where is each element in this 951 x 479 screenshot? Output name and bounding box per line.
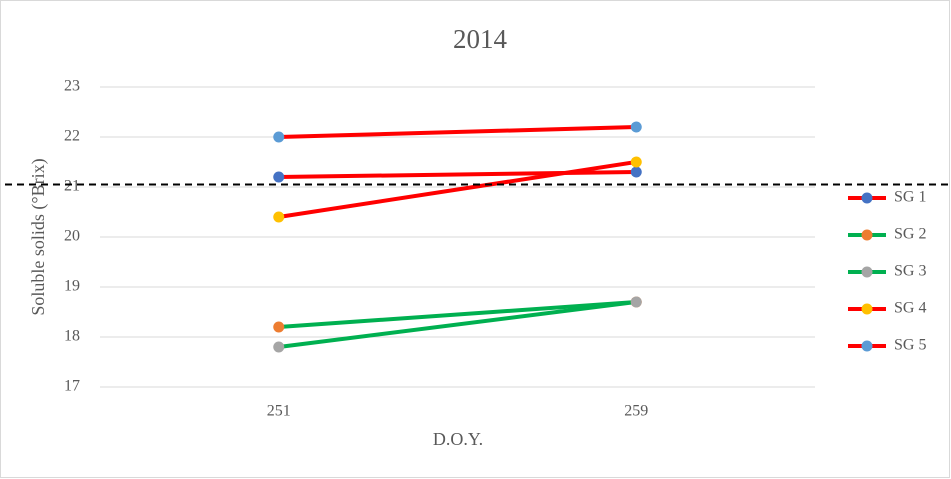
legend-label: SG 3 (894, 263, 926, 280)
legend-label: SG 4 (894, 300, 926, 317)
legend-label: SG 5 (894, 337, 926, 354)
legend-label: SG 2 (894, 226, 926, 243)
series-line (278, 300, 637, 329)
data-point (630, 296, 642, 308)
data-point (273, 131, 285, 143)
legend-marker (861, 192, 873, 204)
y-tick-label: 21 (64, 178, 80, 195)
y-tick-label: 18 (64, 328, 80, 345)
legend-marker (861, 229, 873, 241)
x-tick-label: 251 (267, 403, 291, 420)
data-point (630, 156, 642, 168)
chart-title: 2014 (453, 24, 508, 54)
data-point (273, 341, 285, 353)
y-tick-label: 19 (64, 278, 80, 295)
y-tick-label: 23 (64, 78, 80, 95)
series-line (278, 160, 637, 219)
legend-label: SG 1 (894, 189, 926, 206)
y-tick-label: 22 (64, 128, 80, 145)
legend-marker (861, 266, 873, 278)
x-tick-label: 259 (624, 403, 648, 420)
data-point (273, 171, 285, 183)
y-tick-label: 17 (64, 378, 80, 395)
data-point (630, 166, 642, 178)
y-tick-label: 20 (64, 228, 80, 245)
data-point (273, 211, 285, 223)
data-point (273, 321, 285, 333)
data-point (630, 121, 642, 133)
y-axis-label: Soluble solids (°Brix) (28, 158, 49, 315)
x-axis-label: D.O.Y. (433, 429, 483, 449)
series-line (278, 125, 637, 139)
legend-marker (861, 303, 873, 315)
series-line (278, 300, 637, 349)
legend-marker (861, 340, 873, 352)
